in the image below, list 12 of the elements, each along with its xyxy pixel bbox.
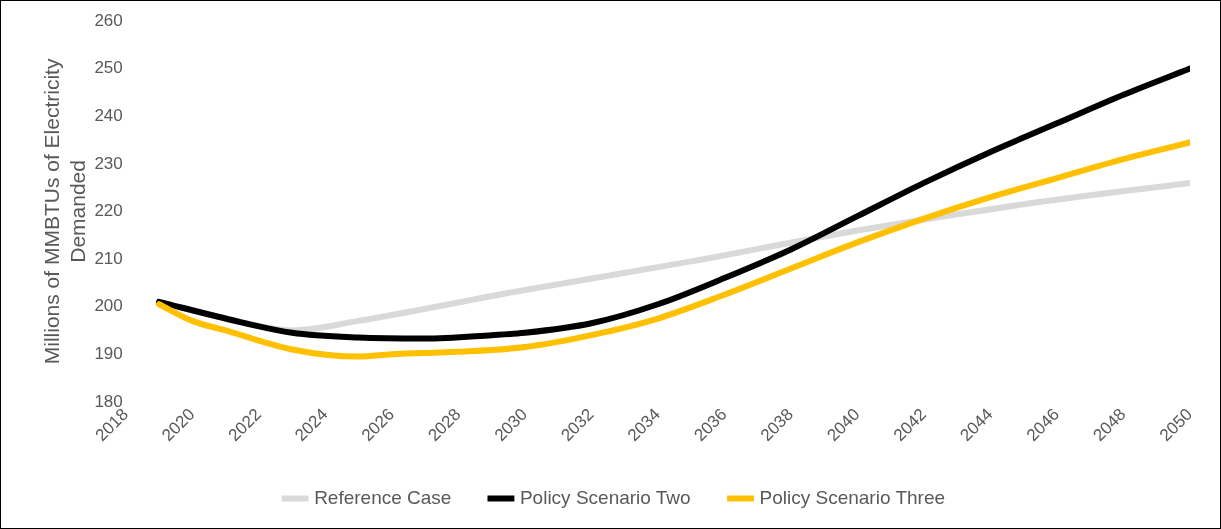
y-tick-label: 200 [94,296,123,316]
y-tick-label: 220 [94,201,123,221]
y-tick-label: 230 [94,153,123,173]
y-tick-label: 250 [94,58,123,78]
y-axis-title: Millions of MMBTUs of Electricity Demanded [40,58,89,365]
y-tick-label: 210 [94,248,123,268]
y-tick-label: 190 [94,343,123,363]
legend-label: Policy Scenario Three [759,486,946,508]
y-tick-label: 260 [94,10,123,30]
y-tick-label: 240 [94,105,123,125]
legend-label: Reference Case [314,486,452,508]
legend-label: Policy Scenario Two [519,486,691,508]
